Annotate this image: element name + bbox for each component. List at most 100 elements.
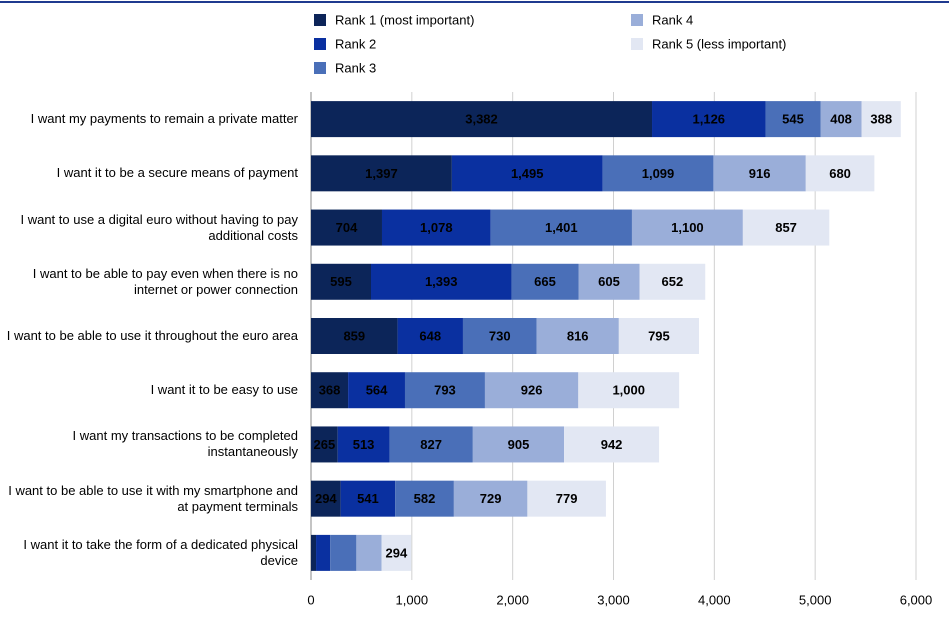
bar-segment: [340, 480, 396, 517]
data-label: 1,393: [425, 274, 458, 289]
data-label: 368: [319, 383, 341, 398]
data-label: 730: [489, 328, 511, 343]
x-tick-label: 5,000: [799, 592, 832, 607]
category-label: I want to be able to use it with my smar…: [8, 482, 298, 514]
data-label: 388: [870, 112, 892, 127]
bar-segment: [639, 263, 706, 300]
bar-segment: [861, 101, 901, 138]
category-label: I want my transactions to be completed i…: [72, 428, 298, 460]
data-label: 704: [336, 220, 358, 235]
legend-label: Rank 2: [335, 36, 376, 51]
data-label: 1,078: [420, 220, 453, 235]
bar-segment: [451, 155, 603, 192]
data-label: 1,099: [642, 166, 675, 181]
bar-segment: [316, 534, 331, 571]
bar-segment: [311, 534, 317, 571]
bar-segment: [381, 534, 412, 571]
data-label: 1,495: [511, 166, 544, 181]
data-label: 3,382: [465, 112, 498, 127]
category-label: I want to be able to use it throughout t…: [6, 328, 298, 343]
data-label: 564: [366, 383, 388, 398]
legend-swatch: [631, 14, 643, 26]
legend-swatch: [631, 38, 643, 50]
data-label: 545: [782, 112, 804, 127]
bar-segment: [765, 101, 821, 138]
data-label: 857: [775, 220, 797, 235]
data-label: 779: [556, 491, 578, 506]
data-label: 294: [315, 491, 337, 506]
data-label: 595: [330, 274, 352, 289]
bar-segment: [311, 426, 338, 463]
data-label: 665: [534, 274, 556, 289]
bar-segment: [631, 209, 743, 246]
data-label: 265: [314, 437, 336, 452]
category-label: I want it to be a secure means of paymen…: [56, 165, 298, 181]
bar-segment: [536, 318, 619, 354]
bar-segment: [311, 480, 341, 517]
data-label: 605: [598, 274, 620, 289]
bar-segment: [472, 426, 565, 463]
category-label: I want to be able to pay even when there…: [32, 265, 298, 297]
data-label: 816: [567, 328, 589, 343]
bar-segment: [311, 155, 452, 192]
legend-label: Rank 1 (most important): [335, 12, 474, 27]
x-tick-label: 4,000: [698, 592, 731, 607]
bar-segment: [337, 426, 390, 463]
legend-label: Rank 5 (less important): [652, 36, 786, 51]
data-label: 294: [386, 545, 408, 560]
data-label: 680: [829, 166, 851, 181]
bar-segment: [805, 155, 875, 192]
bar-segment: [311, 263, 371, 300]
data-label: 541: [357, 491, 379, 506]
legend-label: Rank 3: [335, 60, 376, 75]
data-label: 942: [601, 437, 623, 452]
bar-segment: [713, 155, 806, 192]
data-label: 513: [353, 437, 375, 452]
bar-segment: [370, 263, 512, 300]
bar-segment: [389, 426, 473, 463]
bar-segment: [564, 426, 660, 463]
legend-swatch: [314, 62, 326, 74]
bar-segment: [578, 372, 680, 409]
data-label: 795: [648, 328, 670, 343]
bar-segment: [453, 480, 528, 517]
data-label: 408: [830, 112, 852, 127]
data-label: 648: [419, 328, 441, 343]
bar-segment: [511, 263, 579, 300]
data-label: 1,126: [693, 112, 726, 127]
category-label: I want it to be easy to use: [150, 382, 298, 398]
data-label: 926: [521, 383, 543, 398]
bar-segment: [311, 372, 349, 409]
bar-segment: [652, 101, 766, 138]
data-label: 905: [508, 437, 530, 452]
bar-segment: [490, 209, 632, 246]
data-label: 793: [434, 383, 456, 398]
data-label: 652: [662, 274, 684, 289]
data-label: 1,397: [365, 166, 398, 181]
bar-segment: [484, 372, 579, 409]
x-tick-label: 0: [307, 592, 314, 607]
data-label: 582: [414, 491, 436, 506]
legend-label: Rank 4: [652, 12, 693, 27]
data-label: 1,100: [671, 220, 704, 235]
data-label: 1,401: [545, 220, 578, 235]
bar-segment: [397, 318, 463, 354]
bar-segment: [395, 480, 454, 517]
bar-segment: [527, 480, 606, 517]
legend-swatch: [314, 38, 326, 50]
x-tick-label: 1,000: [396, 592, 429, 607]
category-label: I want my payments to remain a private m…: [30, 111, 298, 127]
bar-segment: [578, 263, 640, 300]
legend-swatch: [314, 14, 326, 26]
bar-segment: [820, 101, 862, 138]
data-label: 827: [420, 437, 442, 452]
data-label: 1,000: [612, 383, 645, 398]
bar-segment: [311, 209, 382, 246]
x-tick-label: 3,000: [597, 592, 630, 607]
x-tick-label: 6,000: [900, 592, 933, 607]
bar-segment: [311, 101, 653, 138]
bar-segment: [356, 534, 382, 571]
bar-segment: [742, 209, 830, 246]
